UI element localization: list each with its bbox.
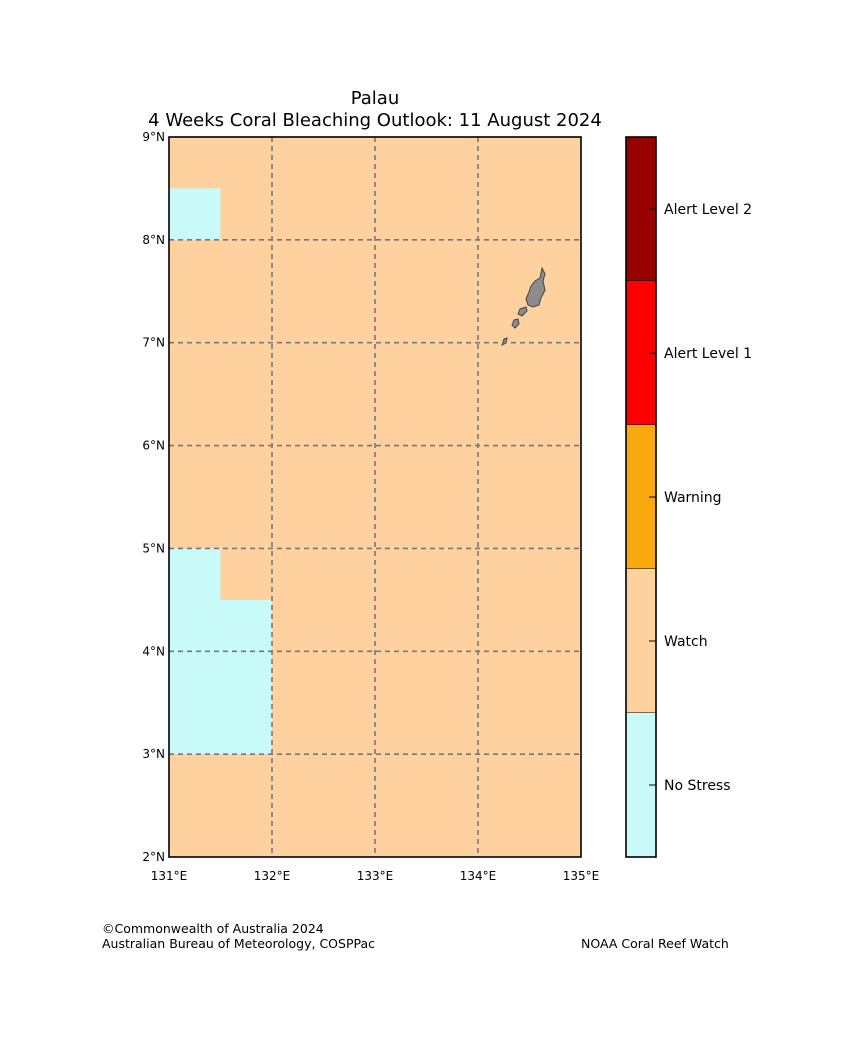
legend-label: Alert Level 2 <box>664 202 752 218</box>
latitude-tick-label: 4°N <box>142 644 165 658</box>
map-area: 131°E 132°E 133°E 134°E 135°E 9°N 8°N 7°N 6°N 5°N… <box>142 130 599 883</box>
longitude-tick-label: 131°E <box>151 869 188 883</box>
colorbar-frame <box>625 136 657 858</box>
latitude-tick-label: 3°N <box>142 747 165 761</box>
partner-text: NOAA Coral Reef Watch <box>581 936 729 951</box>
map-title: Palau <box>350 88 400 109</box>
no-stress-cell <box>169 188 221 240</box>
koror-islands <box>517 306 528 317</box>
agency-text: Australian Bureau of Meteorology, COSPPa… <box>102 936 375 951</box>
legend-label: Watch <box>664 634 708 650</box>
latitude-tick-label: 9°N <box>142 130 165 144</box>
peleliu-island <box>511 318 520 329</box>
longitude-tick-label: 133°E <box>357 869 394 883</box>
colorbar: Alert Level 2 Alert Level 1 Warning Watch No… <box>625 136 752 858</box>
legend-label: No Stress <box>664 778 731 794</box>
legend-label: Alert Level 1 <box>664 346 752 362</box>
legend-label: Warning <box>664 490 722 506</box>
latitude-tick-label: 8°N <box>142 233 165 247</box>
no-stress-cell <box>169 548 221 600</box>
map-subtitle: 4 Weeks Coral Bleaching Outlook: 11 Augu… <box>148 110 602 131</box>
latitude-tick-label: 7°N <box>142 336 165 350</box>
map-frame <box>168 136 582 858</box>
longitude-tick-label: 135°E <box>563 869 600 883</box>
babeldaob-island <box>525 266 546 308</box>
copyright-text: ©Commonwealth of Australia 2024 <box>102 921 324 936</box>
palau-islands <box>501 266 546 346</box>
latitude-tick-label: 5°N <box>142 541 165 555</box>
longitude-tick-label: 132°E <box>254 869 291 883</box>
latitude-tick-label: 6°N <box>142 439 165 453</box>
longitude-tick-label: 134°E <box>460 869 497 883</box>
no-stress-cell <box>169 599 272 755</box>
latitude-tick-label: 2°N <box>142 850 165 864</box>
